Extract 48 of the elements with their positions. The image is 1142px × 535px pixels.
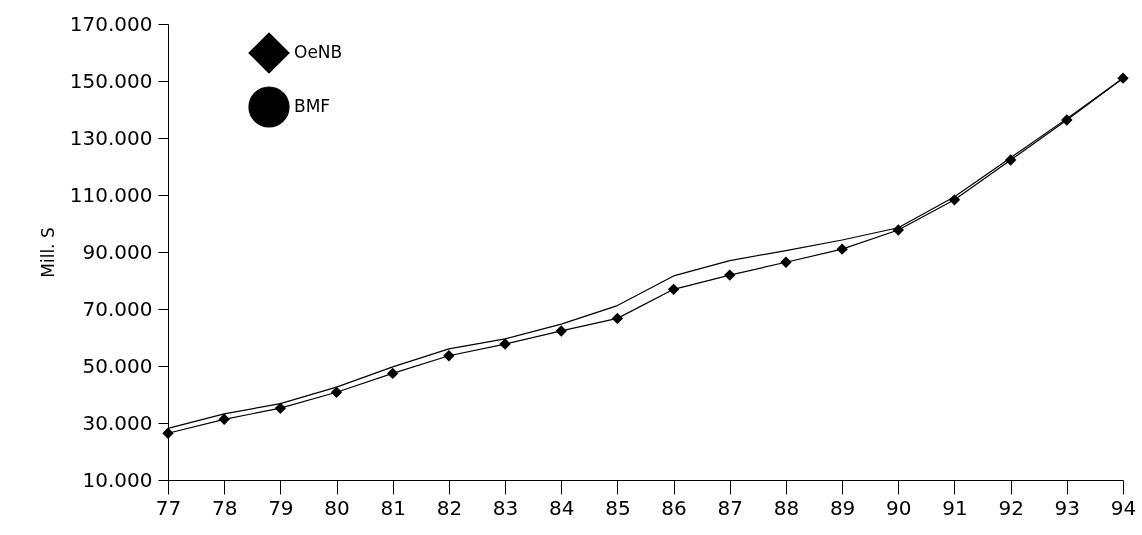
point [1117,72,1129,84]
x-tick-label: 78 [211,495,238,520]
point [836,243,848,255]
x-tick-label: 93 [1054,495,1081,520]
point [330,386,343,398]
point [948,194,961,206]
y-axis-title: Mill. S [37,227,58,278]
legend-label: BMF [294,96,331,116]
y-tick-label: 170.000 [69,11,153,36]
point [1004,154,1017,166]
y-tick-label: 130.000 [69,125,153,150]
y-tick-label: 110.000 [69,182,153,207]
x-tick-label: 83 [492,495,519,520]
x-tick-label: 79 [268,495,294,520]
point [1061,114,1073,126]
y-tick-label: 70.000 [82,296,153,321]
x-tick-label: 94 [1110,495,1137,520]
point [387,367,399,380]
x-tick-label: 84 [549,495,575,520]
point [555,325,567,337]
point [667,283,680,296]
y-tick-label: 90.000 [82,239,153,264]
point [724,269,736,281]
x-tick-label: 89 [829,495,856,520]
point [162,427,174,439]
point [218,413,230,425]
x-tick-label: 80 [324,495,350,520]
x-tick-label: 77 [155,495,182,520]
x-tick-label: 92 [998,495,1024,520]
x-tick-label: 88 [773,495,800,520]
x-tick-label: 86 [661,495,687,520]
point [611,312,624,325]
y-tick-label: 50.000 [82,353,153,378]
x-tick-label: 90 [886,495,912,520]
y-tick-label: 150.000 [69,68,153,93]
x-tick-label: 85 [605,495,631,520]
x-tick-label: 87 [717,495,743,520]
point [499,338,511,350]
y-tick-label: 30.000 [82,410,153,435]
point [780,256,792,268]
x-tick-label: 81 [380,495,406,520]
legend-label: OeNB [294,42,343,62]
point [274,402,287,414]
x-tick-label: 91 [942,495,968,520]
point [443,350,455,362]
point [892,224,904,236]
y-tick-label: 10.000 [82,467,153,492]
x-tick-label: 82 [436,495,463,520]
